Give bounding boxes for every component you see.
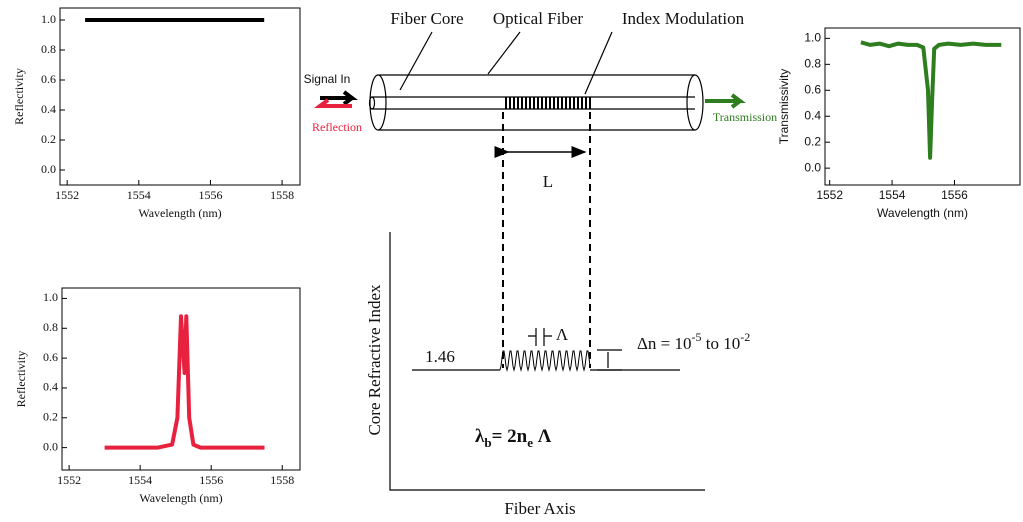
fiber: [368, 31, 704, 131]
y-tick-label: 0.2: [804, 134, 821, 148]
reflection-arrow: [314, 98, 352, 108]
y-tick-label: 0.4: [41, 102, 56, 116]
y-tick-label: 0.8: [41, 42, 56, 56]
bragg-sub: b: [484, 435, 491, 450]
transmission-label: Transmission: [713, 110, 777, 124]
length-label: L: [543, 172, 553, 191]
y-axis-label: Transmissivity: [777, 69, 791, 145]
x-tick-label: 1556: [199, 473, 223, 487]
y-tick-label: 0.2: [41, 132, 56, 146]
period-label: Λ: [556, 325, 569, 344]
x-axis-label: Wavelength (nm): [877, 206, 968, 220]
plot-frame: [61, 287, 301, 471]
x-tick-label: 1558: [270, 188, 294, 202]
x-tick-label: 1554: [128, 473, 152, 487]
y-tick-label: 0.8: [804, 57, 821, 71]
grating-line: [573, 97, 575, 109]
y-tick-label: 1.0: [804, 31, 821, 45]
x-tick-label: 1554: [127, 188, 151, 202]
index-modulation-curve: [499, 350, 591, 372]
x-tick-label: 1552: [816, 188, 843, 202]
y-axis-label: Reflectivity: [12, 68, 26, 125]
grating-line: [521, 97, 523, 109]
length-guides: [494, 112, 591, 368]
y-tick-label: 1.0: [43, 290, 58, 304]
grating-line: [505, 97, 507, 109]
fiber-core-label: Fiber Core: [390, 9, 463, 28]
y-tick-label: 0.6: [804, 82, 821, 96]
signal-in-arrow: [320, 90, 358, 106]
x-tick-label: 1554: [879, 188, 906, 202]
x-tick-label: 1552: [57, 473, 81, 487]
bragg-text: = 2n: [492, 426, 528, 447]
bragg-text: λ: [475, 426, 485, 447]
grating-line: [581, 97, 583, 109]
index-x-label: Fiber Axis: [504, 499, 575, 518]
grating-line: [557, 97, 559, 109]
x-tick-label: 1558: [270, 473, 294, 487]
grating-line: [517, 97, 519, 109]
y-tick-label: 0.0: [804, 160, 821, 174]
y-tick-label: 0.8: [43, 320, 58, 334]
x-tick-label: 1556: [198, 188, 222, 202]
grating: [505, 97, 591, 109]
y-tick-label: 1.0: [41, 12, 56, 26]
index-modulation-label: Index Modulation: [622, 9, 745, 28]
grating-line: [541, 97, 543, 109]
grating-line: [545, 97, 547, 109]
y-tick-label: 0.0: [43, 439, 58, 453]
delta-n-text: Δn = 10: [637, 334, 692, 353]
delta-n-text: to 10: [702, 334, 741, 353]
grating-line: [537, 97, 539, 109]
x-tick-label: 1556: [941, 188, 968, 202]
bragg-text: Λ: [533, 426, 552, 447]
grating-line: [569, 97, 571, 109]
delta-n-label: Δn = 10-5 to 10-2: [637, 330, 750, 353]
x-axis-label: Wavelength (nm): [139, 491, 222, 505]
index-y-label: Core Refractive Index: [365, 284, 384, 436]
grating-line: [577, 97, 579, 109]
y-tick-label: 0.0: [41, 162, 56, 176]
optical-fiber-label: Optical Fiber: [493, 9, 584, 28]
grating-line: [513, 97, 515, 109]
y-tick-label: 0.4: [804, 108, 821, 122]
delta-n-exp: -5: [692, 330, 702, 344]
y-tick-label: 0.2: [43, 410, 58, 424]
reflection-label: Reflection: [312, 120, 362, 134]
grating-line: [533, 97, 535, 109]
y-axis-label: Reflectivity: [14, 351, 28, 408]
y-tick-label: 0.6: [41, 72, 56, 86]
y-tick-label: 0.6: [43, 350, 58, 364]
grating-line: [589, 97, 591, 109]
grating-line: [529, 97, 531, 109]
data-line: [860, 40, 1002, 160]
plot-frame: [59, 7, 301, 186]
bragg-sub: e: [527, 435, 533, 450]
y-tick-label: 0.4: [43, 380, 58, 394]
grating-line: [561, 97, 563, 109]
grating-line: [553, 97, 555, 109]
grating-line: [549, 97, 551, 109]
grating-line: [585, 97, 587, 109]
transmission-arrow: [705, 93, 746, 109]
baseline-label: 1.46: [425, 347, 455, 366]
grating-line: [565, 97, 567, 109]
signal-in-label: Signal In: [304, 72, 351, 86]
x-axis-label: Wavelength (nm): [138, 206, 221, 220]
grating-line: [509, 97, 511, 109]
bragg-equation: λb= 2ne Λ: [475, 426, 552, 450]
data-line: [104, 314, 265, 450]
delta-n-exp: -2: [740, 330, 750, 344]
index-axes: [389, 232, 705, 491]
x-tick-label: 1552: [55, 188, 79, 202]
plot-frame: [824, 27, 1021, 186]
grating-line: [525, 97, 527, 109]
